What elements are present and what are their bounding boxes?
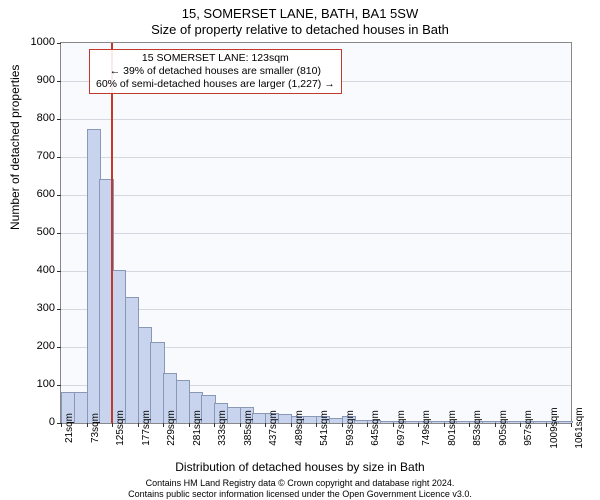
plot-area: 15 SOMERSET LANE: 123sqm ← 39% of detach… [60, 42, 572, 424]
ytick-label: 0 [15, 416, 55, 428]
ytick-label: 900 [15, 74, 55, 86]
xtick-mark [367, 423, 368, 427]
xtick-label: 385sqm [243, 410, 254, 446]
xtick-label: 593sqm [345, 410, 356, 446]
xtick-mark [469, 423, 470, 427]
xtick-label: 1009sqm [549, 407, 560, 448]
xtick-mark [61, 423, 62, 427]
xtick-label: 21sqm [64, 413, 75, 443]
xtick-label: 73sqm [90, 413, 101, 443]
xtick-label: 229sqm [166, 410, 177, 446]
ytick-mark [57, 81, 61, 82]
ytick-label: 500 [15, 226, 55, 238]
footer-copyright-2: Contains public sector information licen… [128, 489, 472, 499]
xtick-label: 957sqm [523, 410, 534, 446]
gridline [61, 271, 571, 272]
ytick-mark [57, 43, 61, 44]
footer-copyright-1: Contains HM Land Registry data © Crown c… [146, 478, 455, 488]
xtick-label: 697sqm [396, 410, 407, 446]
xtick-label: 749sqm [421, 410, 432, 446]
xtick-label: 853sqm [472, 410, 483, 446]
ytick-mark [57, 347, 61, 348]
ytick-label: 200 [15, 340, 55, 352]
xtick-mark [163, 423, 164, 427]
annotation-larger: 60% of semi-detached houses are larger (… [96, 78, 335, 91]
ytick-mark [57, 233, 61, 234]
chart-title-address: 15, SOMERSET LANE, BATH, BA1 5SW [0, 6, 600, 21]
xtick-label: 125sqm [115, 410, 126, 446]
xtick-mark [138, 423, 139, 427]
xtick-mark [342, 423, 343, 427]
ytick-label: 800 [15, 112, 55, 124]
xtick-label: 645sqm [370, 410, 381, 446]
chart-footer: Contains HM Land Registry data © Crown c… [0, 478, 600, 499]
annotation-smaller: ← 39% of detached houses are smaller (81… [96, 65, 335, 78]
ytick-label: 300 [15, 302, 55, 314]
ytick-label: 100 [15, 378, 55, 390]
property-size-chart: 15, SOMERSET LANE, BATH, BA1 5SW Size of… [0, 0, 600, 500]
property-marker-line [111, 43, 113, 423]
gridline [61, 233, 571, 234]
xtick-label: 489sqm [294, 410, 305, 446]
ytick-mark [57, 195, 61, 196]
xtick-label: 281sqm [192, 410, 203, 446]
ytick-mark [57, 385, 61, 386]
property-annotation-box: 15 SOMERSET LANE: 123sqm ← 39% of detach… [89, 49, 342, 94]
xtick-mark [520, 423, 521, 427]
xtick-label: 905sqm [498, 410, 509, 446]
xtick-mark [495, 423, 496, 427]
xtick-mark [214, 423, 215, 427]
ytick-label: 600 [15, 188, 55, 200]
ytick-label: 700 [15, 150, 55, 162]
ytick-label: 1000 [15, 36, 55, 48]
xtick-label: 541sqm [319, 410, 330, 446]
xtick-mark [418, 423, 419, 427]
xtick-label: 437sqm [268, 410, 279, 446]
xtick-label: 177sqm [141, 410, 152, 446]
xtick-mark [571, 423, 572, 427]
gridline [61, 157, 571, 158]
annotation-property: 15 SOMERSET LANE: 123sqm [96, 52, 335, 65]
xtick-mark [291, 423, 292, 427]
xtick-mark [112, 423, 113, 427]
xtick-label: 801sqm [447, 410, 458, 446]
ytick-mark [57, 119, 61, 120]
ytick-mark [57, 309, 61, 310]
gridline [61, 119, 571, 120]
xtick-label: 1061sqm [574, 407, 585, 448]
gridline [61, 195, 571, 196]
y-axis-label: Number of detached properties [8, 65, 22, 230]
ytick-label: 400 [15, 264, 55, 276]
xtick-mark [393, 423, 394, 427]
xtick-mark [189, 423, 190, 427]
chart-title-description: Size of property relative to detached ho… [0, 22, 600, 37]
x-axis-label: Distribution of detached houses by size … [0, 460, 600, 474]
xtick-mark [444, 423, 445, 427]
xtick-label: 333sqm [217, 410, 228, 446]
xtick-mark [87, 423, 88, 427]
xtick-mark [546, 423, 547, 427]
xtick-mark [316, 423, 317, 427]
xtick-mark [265, 423, 266, 427]
ytick-mark [57, 271, 61, 272]
ytick-mark [57, 157, 61, 158]
xtick-mark [240, 423, 241, 427]
